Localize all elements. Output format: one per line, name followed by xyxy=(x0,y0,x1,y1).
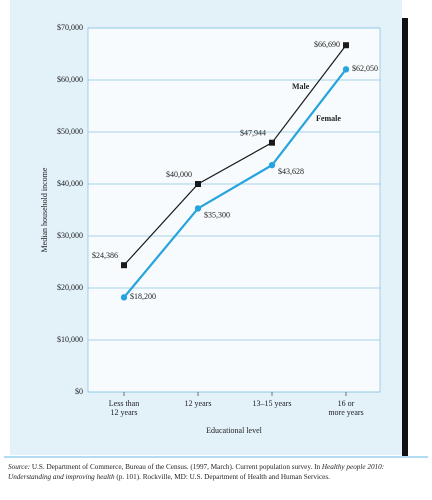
data-label: $35,300 xyxy=(204,210,230,219)
marker xyxy=(194,205,202,212)
y-tick-label: $20,000 xyxy=(57,283,83,292)
x-tick-label: 13–15 years xyxy=(253,399,292,408)
data-label: $24,386 xyxy=(92,251,118,260)
marker xyxy=(195,181,201,187)
source-text: Healthy people 2010: Understanding and i… xyxy=(8,463,385,481)
y-tick-label: $70,000 xyxy=(57,23,83,32)
line xyxy=(123,44,347,266)
x-axis-label: Educational level xyxy=(206,426,263,435)
data-label: $66,690 xyxy=(314,40,340,49)
marker xyxy=(268,161,276,169)
source-text: (p. 101). Rockville, MD: U.S. Department… xyxy=(114,473,330,481)
marker xyxy=(269,139,275,146)
x-tick-label: 16 or more years xyxy=(328,399,363,417)
y-tick-label: $0 xyxy=(75,387,83,396)
source-text: U.S. Department of Commerce, Bureau of t… xyxy=(30,463,322,471)
data-label: $47,944 xyxy=(240,129,266,138)
y-axis-label: Median household income xyxy=(40,167,49,252)
line xyxy=(123,68,347,299)
shadow xyxy=(402,18,408,456)
y-tick-label: $50,000 xyxy=(57,127,83,136)
data-label: $18,200 xyxy=(130,292,156,301)
y-tick-label: $40,000 xyxy=(57,179,83,188)
marker xyxy=(120,294,128,301)
series-label: Female xyxy=(316,114,341,123)
x-tick-label: 12 years xyxy=(185,399,212,408)
x-tick-label: Less than 12 years xyxy=(109,399,139,417)
data-label: $40,000 xyxy=(166,170,192,179)
chart: Median household income Educational leve… xyxy=(4,0,428,458)
source-note: Source: U.S. Department of Commerce, Bur… xyxy=(8,462,426,482)
y-tick-label: $30,000 xyxy=(57,231,83,240)
data-label: $62,050 xyxy=(352,64,378,73)
series-label: Male xyxy=(292,82,310,91)
source-text: Source: xyxy=(8,463,31,471)
data-label: $43,628 xyxy=(278,167,304,176)
marker xyxy=(343,42,349,49)
marker xyxy=(342,66,350,73)
y-tick-label: $10,000 xyxy=(57,335,83,344)
y-tick-label: $60,000 xyxy=(57,75,83,84)
marker xyxy=(121,262,127,269)
